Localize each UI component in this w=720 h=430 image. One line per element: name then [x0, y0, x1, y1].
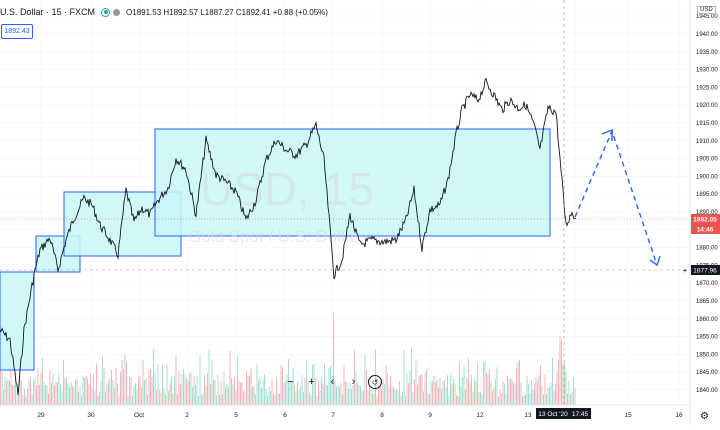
- box-1: [0, 271, 35, 371]
- price-tick-label: 1925.00: [696, 85, 718, 91]
- time-tick-label: 6: [283, 412, 287, 419]
- price-tick-label: 1855.00: [696, 335, 718, 341]
- price-series: [0, 77, 577, 396]
- forecast-arrowhead-down: [649, 255, 661, 267]
- price-tick-label: 1845.00: [696, 370, 718, 376]
- price-tick-label: 1915.00: [696, 121, 718, 127]
- time-tick-label: 16: [675, 412, 683, 419]
- symbol-title[interactable]: U.S. Dollar · 15 · FXCM: [0, 7, 96, 17]
- countdown-label: 14:46: [697, 227, 714, 234]
- chart-navigation-toolbar: − + ‹ › ↺: [280, 374, 382, 390]
- price-badge[interactable]: 1892.43: [1, 24, 33, 39]
- crosshair-date-label-bg: [536, 408, 591, 419]
- price-axis[interactable]: 1945.00 1940.00 1935.00 1930.00 1925.00 1920.…: [683, 0, 720, 405]
- crosshair-price-label-bg: [691, 265, 720, 275]
- last-price-label-bg: [691, 214, 720, 224]
- forecast-arrowhead-up: [601, 128, 613, 141]
- crosshair-date-label: 13 Oct '20: [538, 411, 568, 418]
- gear-icon[interactable]: ⚙: [700, 411, 709, 422]
- volume-bars: [0, 312, 576, 405]
- time-tick-label: 2: [185, 412, 189, 419]
- price-tick-label: 1900.00: [696, 174, 718, 180]
- time-tick-label: 7: [331, 412, 335, 419]
- price-tick-label: 1940.00: [696, 32, 718, 38]
- market-status-icon: [101, 7, 111, 17]
- price-tick-label: 1870.00: [696, 281, 718, 287]
- crosshair-time-label: 17:45: [572, 411, 589, 418]
- consolidation-boxes[interactable]: [0, 128, 551, 371]
- legend-header: U.S. Dollar · 15 · FXCM O1891.53 H1892.5…: [0, 4, 328, 20]
- price-tick-label: 1930.00: [696, 68, 718, 74]
- time-tick-label: 13: [524, 412, 532, 419]
- time-tick-label: 9: [428, 412, 432, 419]
- price-tick-label: 1890.00: [696, 210, 718, 216]
- scroll-left-button[interactable]: ‹: [330, 376, 335, 388]
- price-tick-label: 1850.00: [696, 352, 718, 358]
- zoom-out-button[interactable]: −: [287, 376, 294, 388]
- price-tick-label: 1840.00: [696, 388, 718, 394]
- box-4: [154, 128, 551, 237]
- watermark-description: Gold Spot / U.S. Dollar: [188, 227, 360, 246]
- price-tick-label: 1895.00: [696, 192, 718, 198]
- price-tick-label: 1910.00: [696, 139, 718, 145]
- forecast-arrows[interactable]: [574, 128, 661, 267]
- last-price-label: 1892.05: [693, 217, 717, 224]
- crosshair-price-label: 1877.96: [693, 268, 717, 275]
- countdown-label-bg: [691, 224, 720, 234]
- price-tick-label: 1945.00: [696, 14, 718, 20]
- time-tick-label: 29: [37, 412, 45, 419]
- time-tick-label: 12: [476, 412, 484, 419]
- scroll-right-button[interactable]: ›: [351, 376, 356, 388]
- ohlc-values: O1891.53 H1892.57 L1887.27 C1892.41 +0.8…: [126, 7, 328, 17]
- session-status-icon: [113, 8, 121, 16]
- price-tick-label: 1920.00: [696, 103, 718, 109]
- crosshair-plus-icon: +: [683, 266, 688, 275]
- price-tick-label: 1865.00: [696, 299, 718, 305]
- time-tick-label: 30: [87, 412, 95, 419]
- reset-icon[interactable]: ↺: [368, 375, 382, 389]
- price-tick-label: 1880.00: [696, 246, 718, 252]
- time-axis[interactable]: 2930Oct2567891213141516 13 Oct '20 17:45: [0, 404, 691, 425]
- currency-label[interactable]: USD: [697, 6, 716, 14]
- time-tick-label: 5: [234, 412, 238, 419]
- watermark-symbol: USD, 15: [200, 163, 374, 215]
- price-tick-label: 1860.00: [696, 317, 718, 323]
- time-tick-label: 8: [380, 412, 384, 419]
- price-tick-label: 1905.00: [696, 157, 718, 163]
- time-tick-label: Oct: [134, 412, 144, 419]
- time-tick-label: 15: [624, 412, 632, 419]
- forecast-path: [574, 129, 658, 266]
- price-tick-label: 1935.00: [696, 50, 718, 56]
- zoom-in-button[interactable]: +: [308, 376, 315, 388]
